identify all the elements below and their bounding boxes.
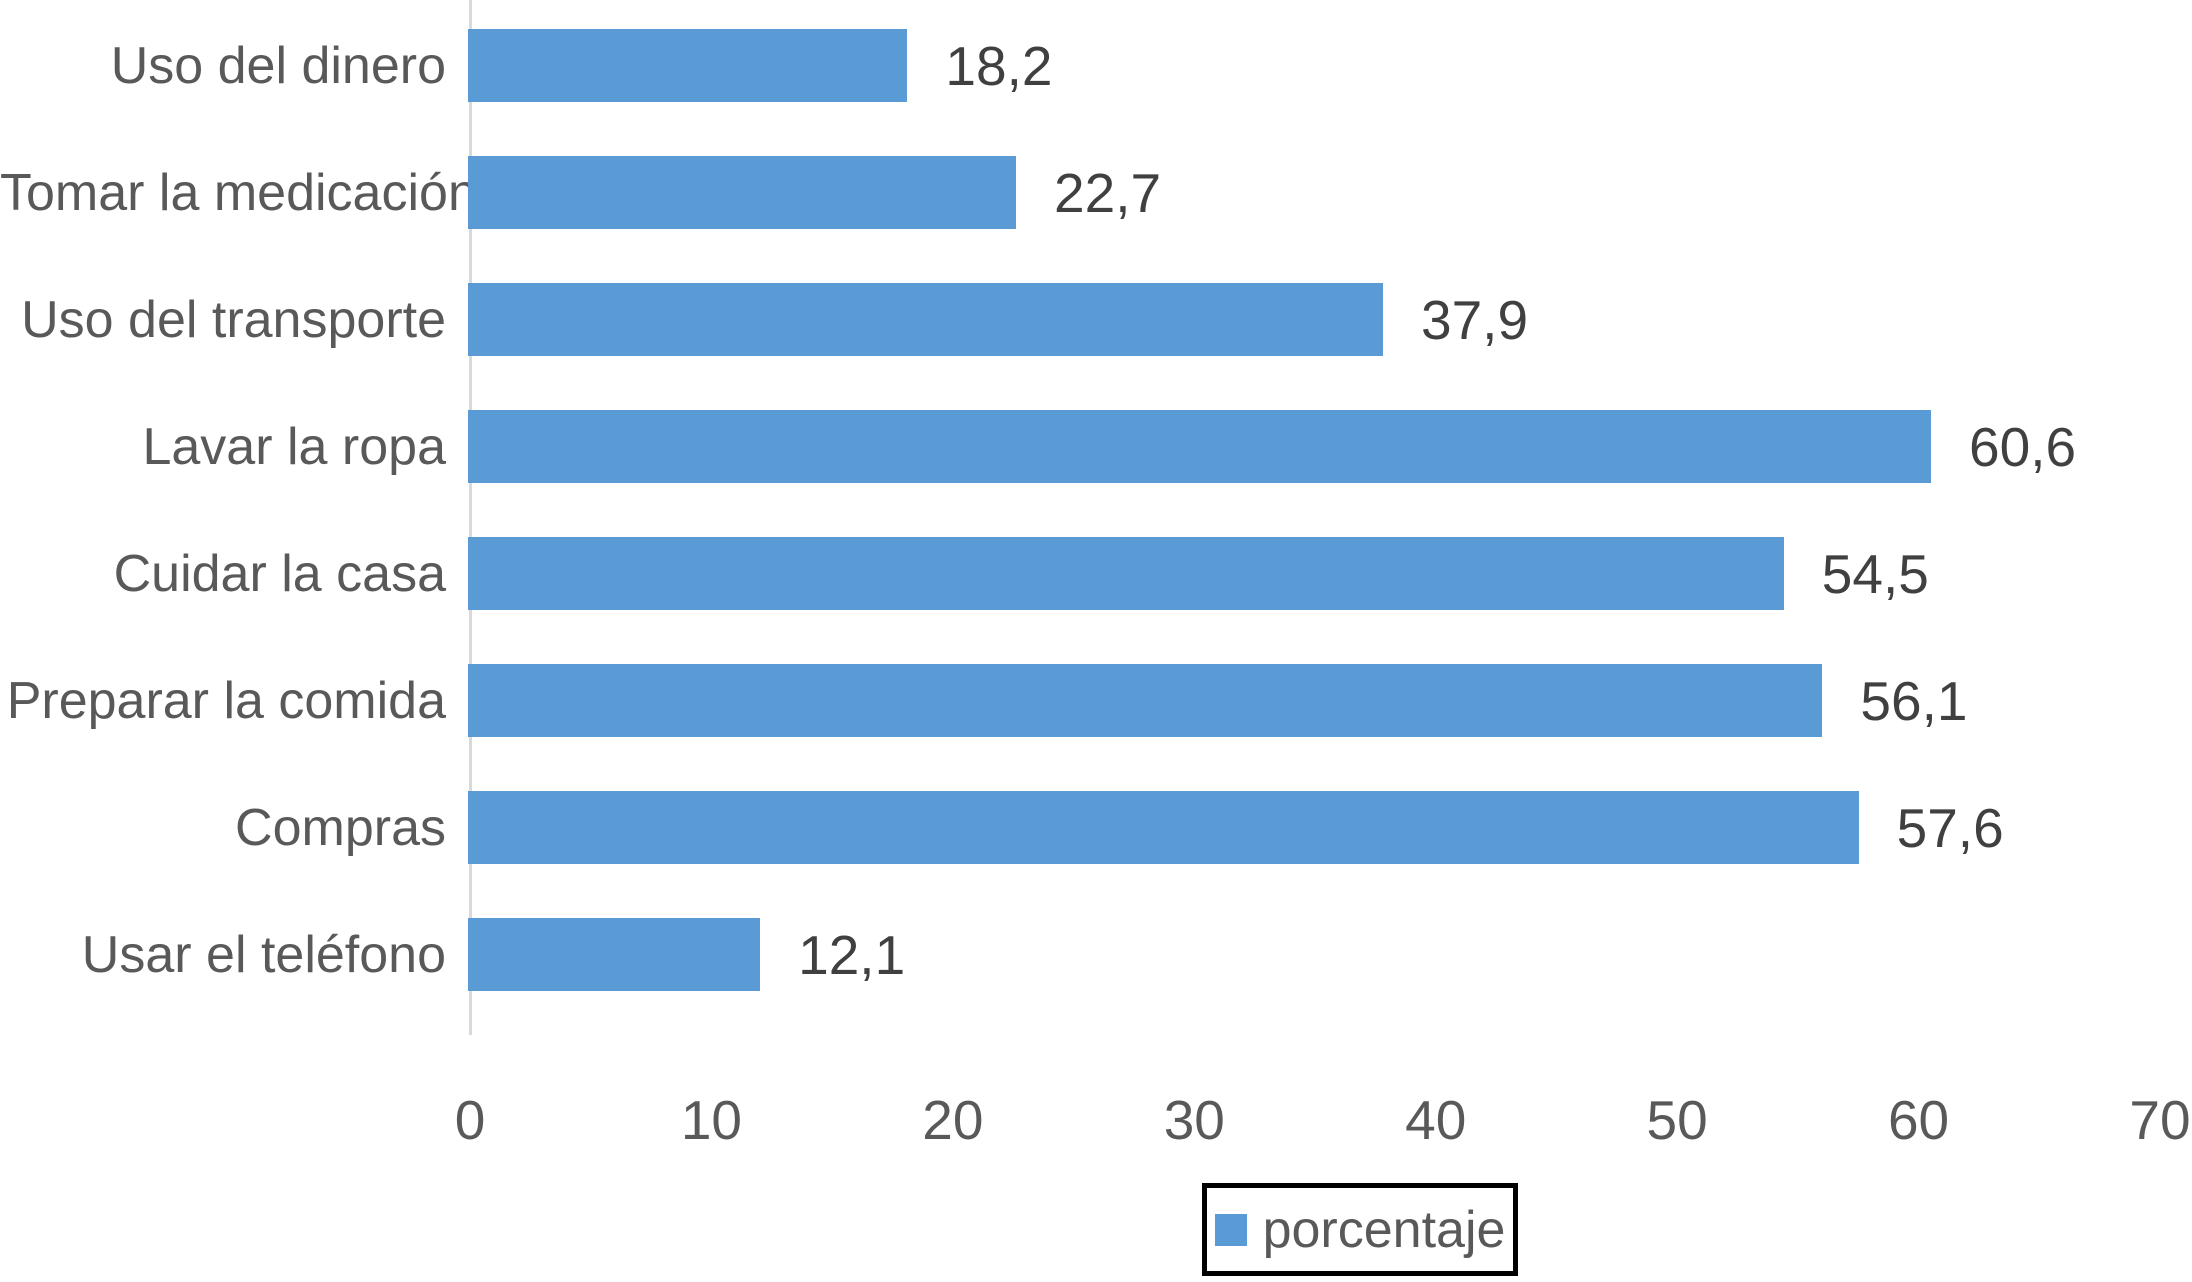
bar-row: Uso del dinero 18,2 xyxy=(0,2,2192,129)
x-tick-label: 60 xyxy=(1887,1089,1950,1151)
value-label: 12,1 xyxy=(798,923,906,986)
bar xyxy=(468,664,1823,737)
category-label: Cuidar la casa xyxy=(113,544,446,603)
bar-row: Tomar la medicación 22,7 xyxy=(0,129,2192,256)
bar-row: Lavar la ropa 60,6 xyxy=(0,383,2192,510)
x-tick-label: 70 xyxy=(2129,1089,2191,1151)
category-label: Lavar la ropa xyxy=(142,417,446,476)
bar-track: 22,7 xyxy=(468,129,2158,256)
value-label: 54,5 xyxy=(1821,542,1929,605)
x-tick-label: 0 xyxy=(454,1089,486,1151)
value-label: 56,1 xyxy=(1860,669,1968,732)
bar xyxy=(468,156,1017,229)
value-label: 60,6 xyxy=(1969,415,2077,478)
x-tick-label: 30 xyxy=(1163,1089,1225,1151)
x-tick-label: 10 xyxy=(680,1089,743,1151)
bar-track: 37,9 xyxy=(468,256,2158,383)
bar-track: 18,2 xyxy=(468,2,2158,129)
value-label: 37,9 xyxy=(1421,288,1529,351)
category-label: Uso del transporte xyxy=(21,290,446,349)
x-axis-ticks: 0 10 20 30 40 50 60 70 xyxy=(455,1088,2191,1151)
category-label: Uso del dinero xyxy=(110,36,446,95)
legend: porcentaje xyxy=(1202,1183,1518,1276)
category-label: Tomar la medicación xyxy=(0,163,477,222)
bar xyxy=(468,537,1784,610)
bar xyxy=(468,918,761,991)
bar-track: 56,1 xyxy=(468,637,2158,764)
category-label: Preparar la comida xyxy=(6,671,446,730)
value-label: 18,2 xyxy=(945,34,1053,97)
bar-track: 12,1 xyxy=(468,891,2158,1018)
x-tick-label: 20 xyxy=(922,1089,984,1151)
value-label: 57,6 xyxy=(1896,796,2004,859)
bar xyxy=(468,283,1383,356)
bar-row: Uso del transporte 37,9 xyxy=(0,256,2192,383)
x-tick-label: 40 xyxy=(1405,1089,1467,1151)
bar xyxy=(468,29,908,102)
x-tick-label: 50 xyxy=(1646,1089,1708,1151)
category-label: Compras xyxy=(235,798,446,857)
category-label: Usar el teléfono xyxy=(81,925,446,984)
bar xyxy=(468,410,1932,483)
legend-swatch-icon xyxy=(1214,1213,1247,1246)
bar-row: Compras 57,6 xyxy=(0,764,2192,891)
bar xyxy=(468,791,1859,864)
bar-track: 57,6 xyxy=(468,764,2158,891)
legend-label: porcentaje xyxy=(1262,1200,1506,1259)
bar-track: 54,5 xyxy=(468,510,2158,637)
value-label: 22,7 xyxy=(1054,161,1162,224)
y-axis-line xyxy=(469,0,472,1035)
bar-row: Usar el teléfono 12,1 xyxy=(0,891,2192,1018)
bar-row: Preparar la comida 56,1 xyxy=(0,637,2192,764)
bar-rows: Uso del dinero 18,2 Tomar la medicación 22,… xyxy=(0,2,2192,1018)
bar-row: Cuidar la casa 54,5 xyxy=(0,510,2192,637)
bar-track: 60,6 xyxy=(468,383,2158,510)
